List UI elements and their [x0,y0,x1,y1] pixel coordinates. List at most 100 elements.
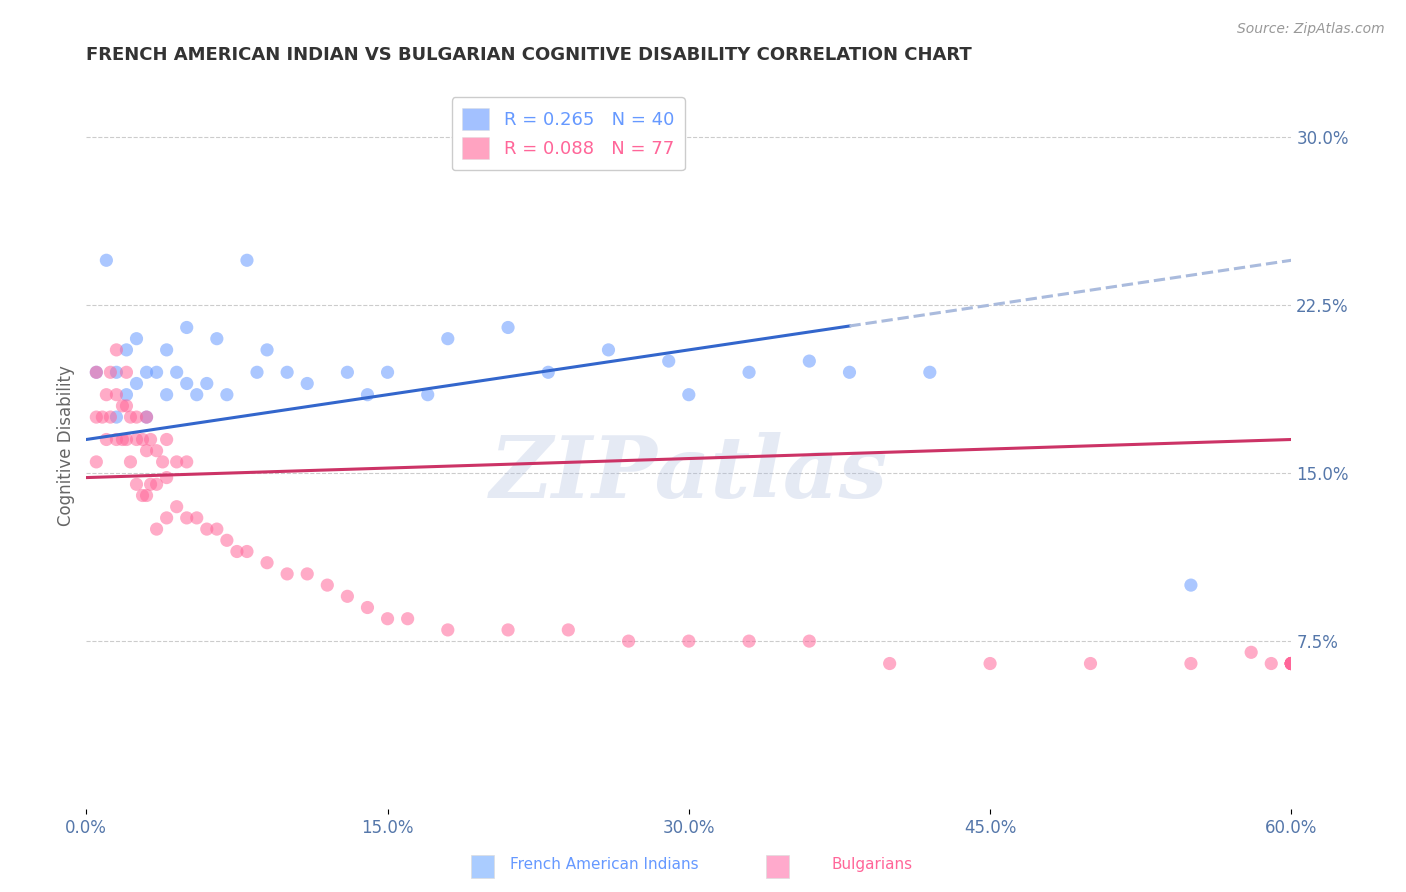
Point [1260,657,1282,671]
Point [115,365,138,379]
Point [436,623,458,637]
Point [176,376,198,391]
Point [738,365,761,379]
Point [105,410,128,425]
Point [145,477,167,491]
Point [918,365,941,379]
Text: French American Indians: French American Indians [510,857,699,872]
Text: ZIPatlas: ZIPatlas [489,433,887,516]
Point [156,511,179,525]
Point [215,533,238,548]
Point [678,387,700,401]
Point [336,590,359,604]
Point [1180,657,1202,671]
Point [799,354,821,368]
Point [215,387,238,401]
Point [120,410,142,425]
Point [156,433,179,447]
Y-axis label: Cognitive Disability: Cognitive Disability [58,365,75,525]
Point [617,634,640,648]
Point [979,657,1001,671]
Point [496,320,519,334]
Point [186,387,208,401]
Point [1279,657,1302,671]
Point [135,365,157,379]
Point [838,365,860,379]
Point [125,433,148,447]
Text: FRENCH AMERICAN INDIAN VS BULGARIAN COGNITIVE DISABILITY CORRELATION CHART: FRENCH AMERICAN INDIAN VS BULGARIAN COGN… [86,46,972,64]
Point [156,343,179,357]
Point [105,387,128,401]
Point [537,365,560,379]
Point [557,623,579,637]
Point [1279,657,1302,671]
Point [96,387,118,401]
Point [131,488,153,502]
Point [658,354,681,368]
Point [105,365,128,379]
Point [496,623,519,637]
Point [111,399,134,413]
Point [1080,657,1102,671]
Point [1180,578,1202,592]
Point [186,511,208,525]
Point [176,511,198,525]
Point [86,365,108,379]
Point [678,634,700,648]
Point [86,365,108,379]
Point [356,600,378,615]
Point [276,566,298,581]
Point [96,433,118,447]
Point [115,433,138,447]
Point [1279,657,1302,671]
Point [125,376,148,391]
Point [316,578,339,592]
Point [598,343,620,357]
Point [125,332,148,346]
Point [1279,657,1302,671]
Point [100,365,122,379]
Point [1279,657,1302,671]
Point [152,455,174,469]
Point [416,387,439,401]
Point [436,332,458,346]
Point [125,410,148,425]
Point [276,365,298,379]
Point [115,387,138,401]
Point [236,544,259,558]
Point [396,612,419,626]
Point [195,522,218,536]
Point [111,433,134,447]
Point [256,556,278,570]
Point [115,343,138,357]
Point [176,455,198,469]
Point [135,443,157,458]
Point [166,500,188,514]
Point [1240,645,1263,659]
Point [195,376,218,391]
Point [156,387,179,401]
Point [105,433,128,447]
Text: Bulgarians: Bulgarians [831,857,912,872]
Point [145,443,167,458]
Point [105,343,128,357]
Point [135,488,157,502]
Point [91,410,114,425]
Point [131,433,153,447]
Point [1279,657,1302,671]
Point [166,365,188,379]
Point [125,477,148,491]
Point [738,634,761,648]
Point [205,332,228,346]
Point [1279,657,1302,671]
Point [1279,657,1302,671]
Point [145,365,167,379]
Point [156,470,179,484]
Point [1279,657,1302,671]
Point [100,410,122,425]
Point [86,455,108,469]
Point [256,343,278,357]
Legend: R = 0.265   N = 40, R = 0.088   N = 77: R = 0.265 N = 40, R = 0.088 N = 77 [451,97,685,170]
Text: Source: ZipAtlas.com: Source: ZipAtlas.com [1237,22,1385,37]
Point [1279,657,1302,671]
